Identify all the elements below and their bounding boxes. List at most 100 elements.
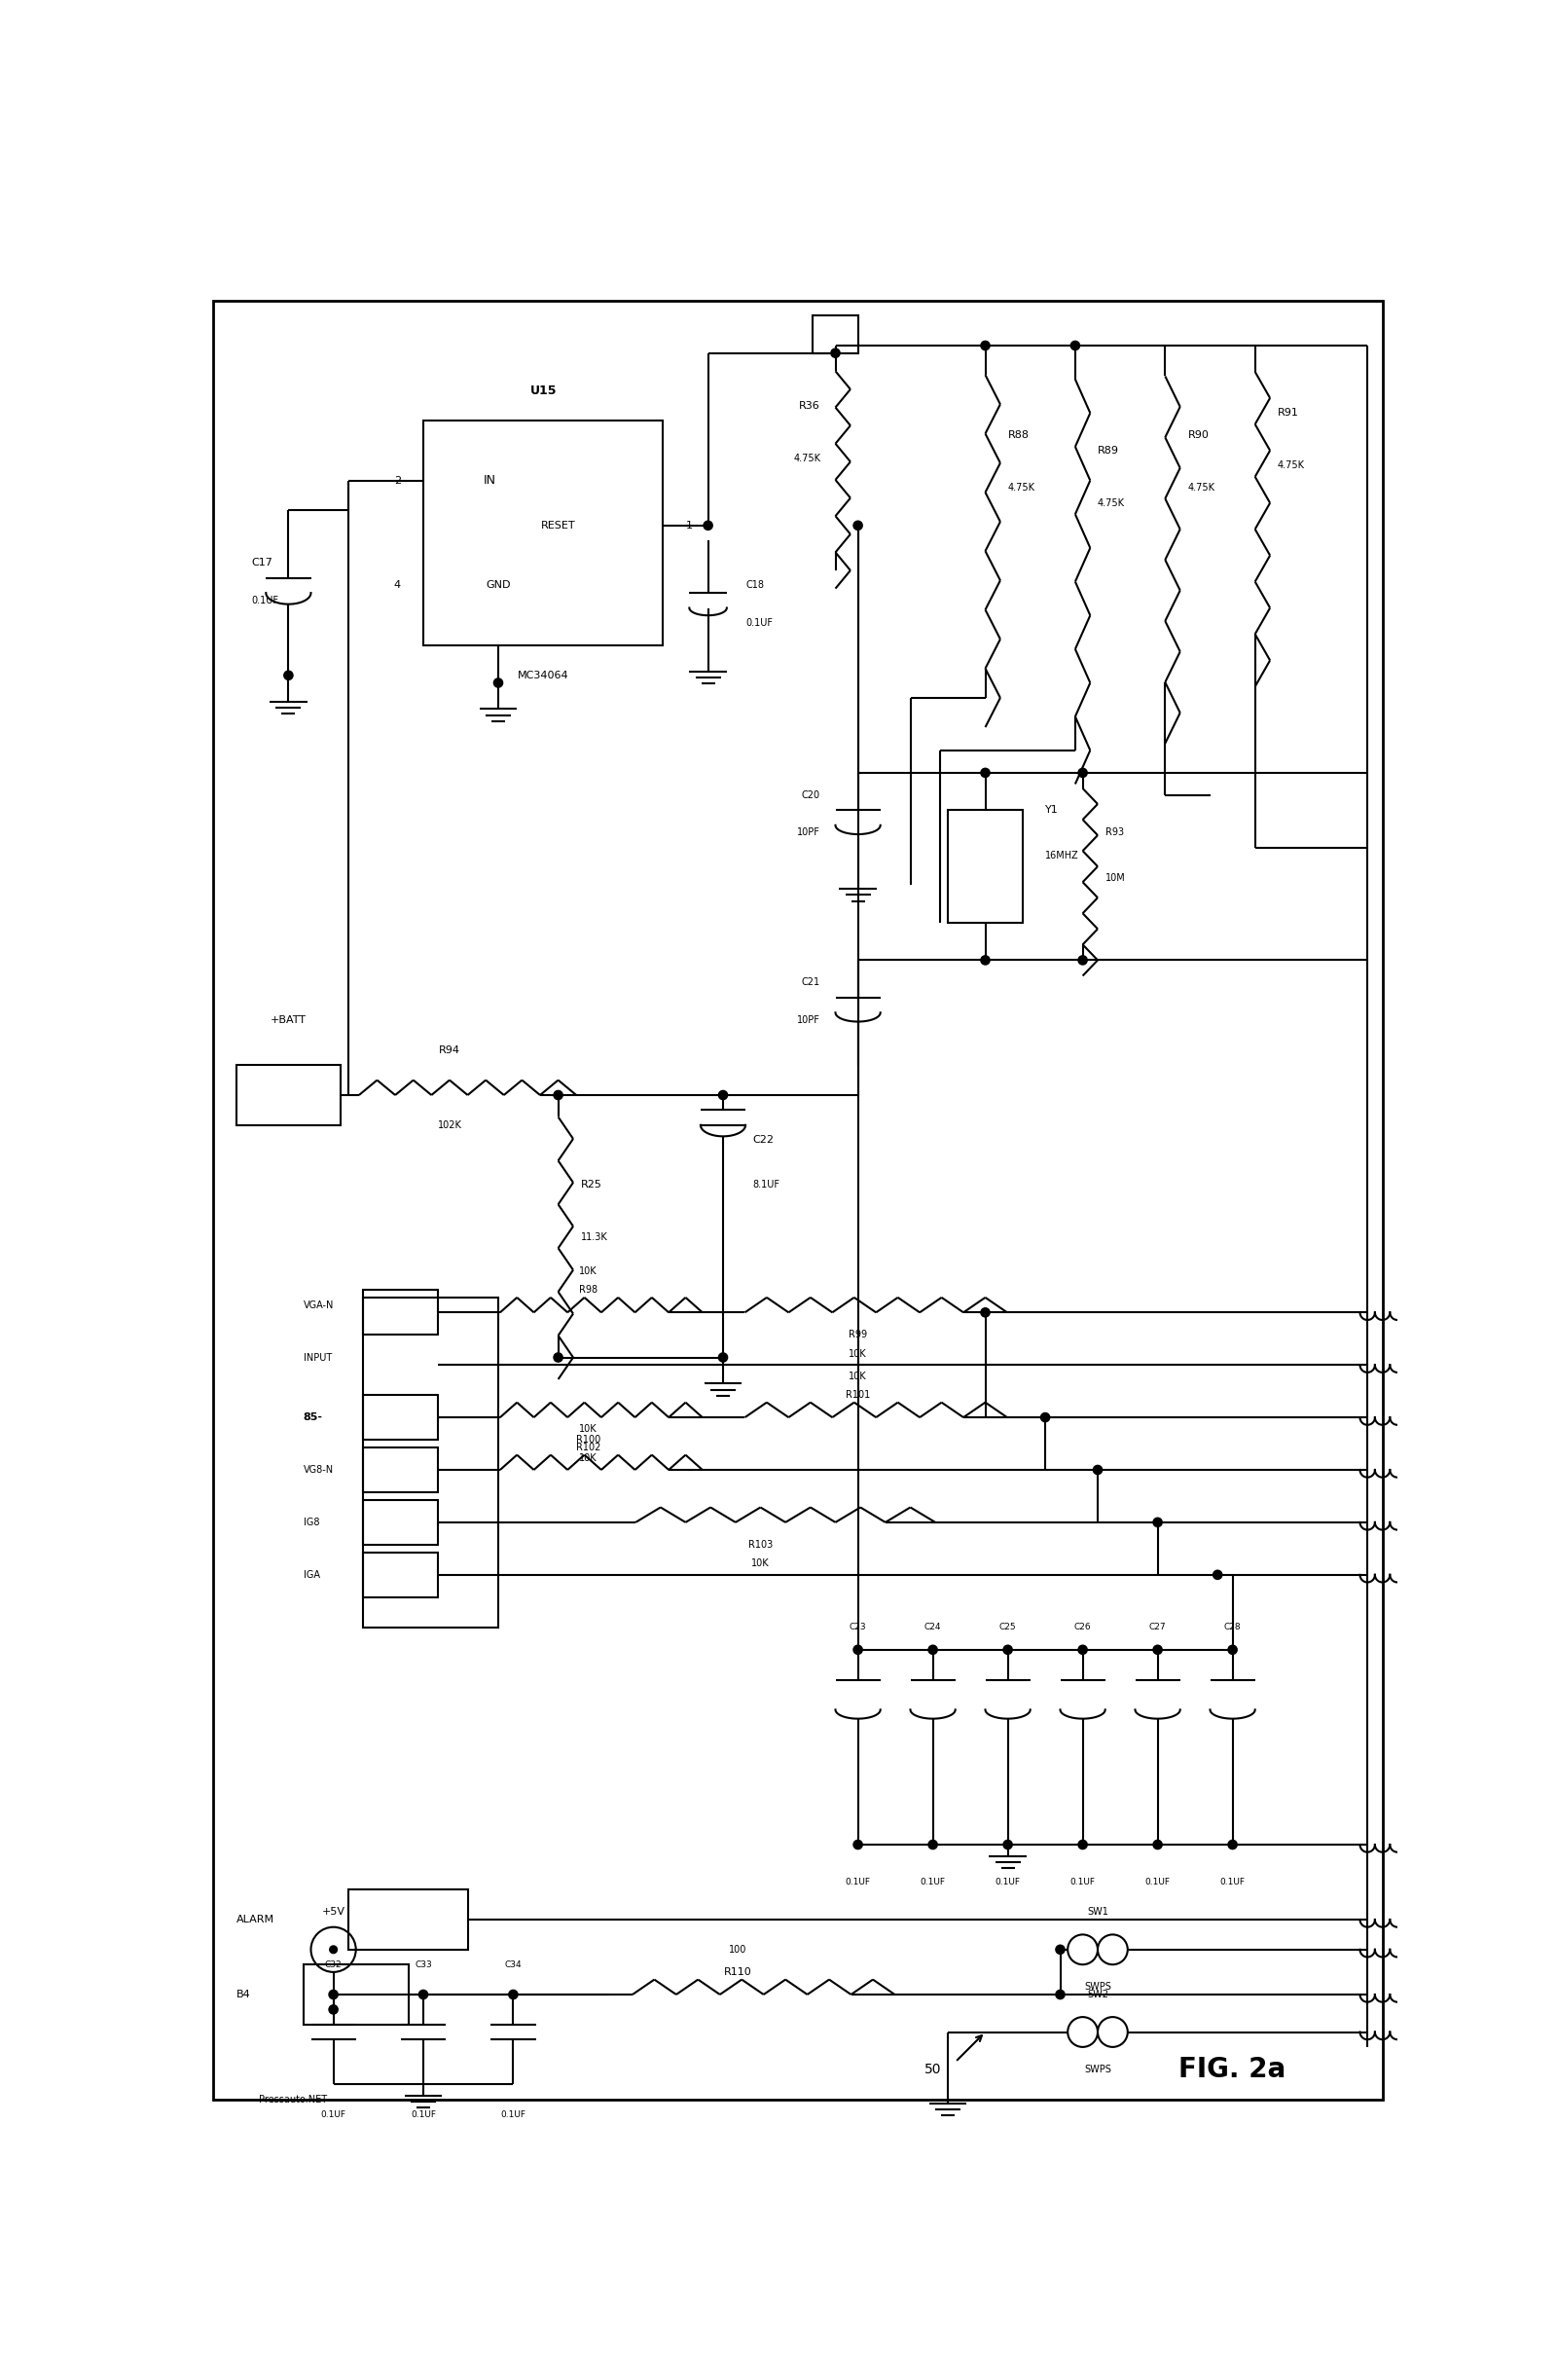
Text: C17: C17 [251, 557, 272, 569]
Circle shape [1077, 1840, 1087, 1849]
Text: 4.75K: 4.75K [793, 452, 821, 462]
Text: 0.1UF: 0.1UF [501, 2111, 526, 2118]
Text: 85-: 85- [304, 1411, 322, 1423]
Circle shape [1003, 1840, 1012, 1849]
Circle shape [329, 2004, 338, 2013]
Text: 4.75K: 4.75K [1188, 483, 1214, 493]
Text: C22: C22 [754, 1135, 774, 1145]
Text: B4: B4 [237, 1990, 251, 1999]
Text: R99: R99 [849, 1330, 867, 1340]
Text: C34: C34 [504, 1961, 522, 1968]
Circle shape [981, 1309, 990, 1316]
Text: SW1: SW1 [1087, 1906, 1109, 1916]
Bar [349, 1890, 469, 1949]
Text: SWPS: SWPS [1084, 1983, 1112, 1992]
Circle shape [1154, 1840, 1162, 1849]
Text: +BATT: +BATT [271, 1016, 307, 1026]
Text: 0.1UF: 0.1UF [251, 595, 279, 605]
Text: FIG. 2a: FIG. 2a [1179, 2056, 1286, 2082]
Text: R103: R103 [749, 1540, 772, 1549]
Circle shape [554, 1352, 562, 1361]
Text: C24: C24 [925, 1623, 942, 1633]
Bar [424, 421, 663, 645]
Text: 1: 1 [685, 521, 693, 531]
Circle shape [1154, 1518, 1162, 1528]
Text: 8.1UF: 8.1UF [754, 1180, 780, 1190]
Text: 10M: 10M [1105, 873, 1126, 883]
Text: C18: C18 [746, 581, 764, 590]
Circle shape [981, 957, 990, 964]
Bar [813, 317, 858, 352]
Text: C23: C23 [849, 1623, 867, 1633]
Text: C20: C20 [802, 790, 821, 800]
Bar [363, 1499, 439, 1545]
Circle shape [1154, 1645, 1162, 1654]
Text: 0.1UF: 0.1UF [1070, 1878, 1095, 1887]
Circle shape [419, 1990, 428, 1999]
Text: Pressauto.NET: Pressauto.NET [258, 2094, 327, 2104]
Text: 100: 100 [729, 1944, 747, 1954]
Bar [363, 1447, 439, 1492]
Text: VGA-N: VGA-N [304, 1299, 333, 1309]
Text: C27: C27 [1149, 1623, 1166, 1633]
Circle shape [853, 1840, 863, 1849]
Text: 102K: 102K [438, 1121, 461, 1130]
Text: 0.1UF: 0.1UF [321, 2111, 346, 2118]
Circle shape [1228, 1840, 1238, 1849]
Circle shape [704, 521, 713, 531]
Text: 10PF: 10PF [797, 1016, 821, 1026]
Text: 0.1UF: 0.1UF [411, 2111, 436, 2118]
Text: C28: C28 [1224, 1623, 1241, 1633]
Text: 50: 50 [925, 2063, 942, 2075]
Bar [363, 1552, 439, 1597]
Text: R101: R101 [845, 1390, 870, 1399]
Text: R102: R102 [576, 1442, 601, 1452]
Bar [304, 1964, 408, 2025]
Text: 4.75K: 4.75K [1007, 483, 1035, 493]
Text: C32: C32 [325, 1961, 343, 1968]
Circle shape [1040, 1414, 1049, 1421]
Text: C33: C33 [414, 1961, 431, 1968]
Circle shape [853, 1645, 863, 1654]
Text: R89: R89 [1098, 445, 1119, 455]
Text: 10K: 10K [579, 1266, 598, 1276]
Circle shape [1003, 1645, 1012, 1654]
Text: IGA: IGA [304, 1571, 321, 1580]
Text: C21: C21 [802, 978, 821, 988]
Text: R90: R90 [1188, 431, 1208, 440]
Text: U15: U15 [529, 383, 556, 397]
Text: 0.1UF: 0.1UF [920, 1878, 945, 1887]
Text: IG8: IG8 [304, 1518, 319, 1528]
Text: 16MHZ: 16MHZ [1045, 850, 1079, 859]
Text: R25: R25 [581, 1180, 603, 1190]
Bar [363, 1297, 498, 1628]
Text: 10K: 10K [752, 1559, 769, 1568]
Text: 10PF: 10PF [797, 828, 821, 838]
Text: R93: R93 [1105, 828, 1124, 838]
Text: +5V: +5V [322, 1906, 346, 1916]
Text: R36: R36 [799, 400, 821, 409]
Bar [948, 809, 1023, 923]
Text: R94: R94 [439, 1045, 461, 1054]
Text: SWPS: SWPS [1084, 2063, 1112, 2075]
Circle shape [330, 1947, 338, 1954]
Text: IN: IN [483, 474, 495, 488]
Text: R110: R110 [724, 1968, 752, 1978]
Text: 10K: 10K [849, 1371, 867, 1380]
Circle shape [329, 1990, 338, 1999]
Text: ALARM: ALARM [237, 1914, 274, 1925]
Text: R98: R98 [579, 1285, 598, 1295]
Circle shape [1056, 1944, 1065, 1954]
Text: 2: 2 [394, 476, 400, 486]
Text: 4: 4 [394, 581, 400, 590]
Text: INPUT: INPUT [304, 1352, 332, 1361]
Circle shape [1093, 1466, 1102, 1473]
Circle shape [1071, 340, 1079, 350]
Circle shape [928, 1645, 937, 1654]
Text: 10K: 10K [579, 1423, 598, 1433]
Text: 0.1UF: 0.1UF [746, 619, 772, 628]
Circle shape [1077, 769, 1087, 778]
Circle shape [928, 1840, 937, 1849]
Circle shape [981, 769, 990, 778]
Text: 10K: 10K [849, 1349, 867, 1359]
